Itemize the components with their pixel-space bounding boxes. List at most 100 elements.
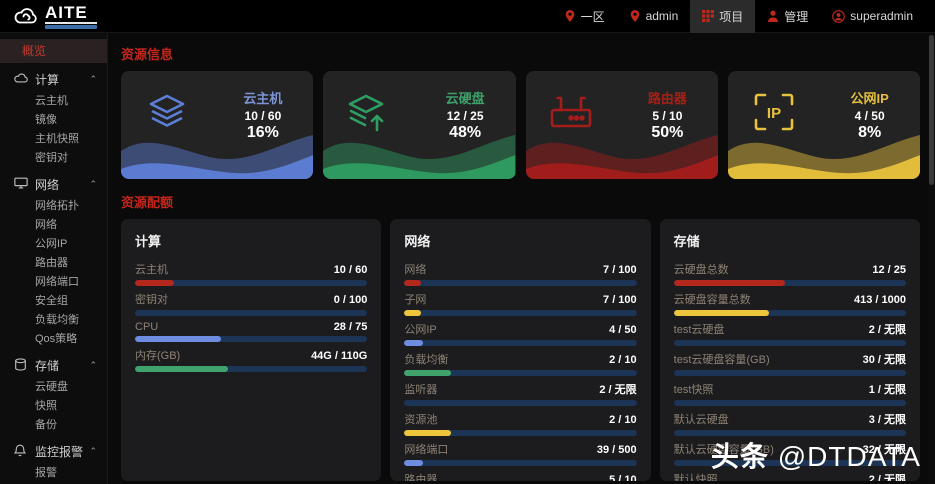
quota-row-CPU: CPU 28 / 75 [135, 321, 368, 342]
chevron-up-icon: ⌃ [89, 73, 97, 84]
sidebar-item-报警[interactable]: 报警 [35, 467, 57, 479]
quota-value: 2 / 10 [609, 354, 637, 366]
top-item-zone[interactable]: 一区 [552, 0, 617, 33]
section-title-resource-quota: 资源配额 [121, 195, 174, 210]
sidebar-section-network[interactable]: 网络 ⌃ [0, 171, 107, 197]
quota-bar-track [404, 400, 637, 406]
quota-value: 30 / 无限 [862, 354, 906, 366]
card-percent: 16% [246, 124, 279, 141]
sidebar-section-compute[interactable]: 计算 ⌃ [0, 66, 107, 92]
quota-label: 网络 [404, 264, 427, 276]
quota-value: 7 / 100 [603, 264, 637, 276]
router-icon [526, 88, 618, 142]
quota-panel-title: 计算 [135, 234, 162, 249]
scrollbar-thumb[interactable] [929, 35, 934, 185]
sidebar-item-网络[interactable]: 网络 [35, 219, 57, 231]
quota-bar-track [673, 340, 906, 346]
sidebar-item-overview[interactable]: 概览 [0, 39, 107, 63]
quota-label: test云硬盘 [673, 324, 725, 336]
quota-value: 2 / 无限 [868, 474, 906, 481]
resource-card-路由器: 路由器 5 / 10 50% [525, 71, 718, 179]
sidebar-item-网络拓扑[interactable]: 网络拓扑 [35, 200, 79, 212]
quota-label: 密钥对 [135, 294, 168, 306]
quota-row-路由器: 路由器 5 / 10 [404, 471, 636, 481]
quota-value: 4 / 50 [609, 324, 637, 336]
quota-panels: 计算 云主机 10 / 60 密钥对 0 / 100 CPU 28 / 75 [121, 219, 920, 481]
svg-text:IP: IP [766, 105, 780, 122]
resource-card-公网IP: IP 公网IP 4 / 50 8% [727, 71, 920, 179]
sidebar: 概览 计算 ⌃ 云主机镜像主机快照密钥对网络 ⌃ 网络拓扑网络公网IP 路由器网络端口安全… [0, 33, 108, 484]
quota-value: 413 / 1000 [853, 294, 906, 306]
sidebar-item-密钥对[interactable]: 密钥对 [35, 152, 68, 164]
card-usage: 12 / 25 [446, 109, 484, 123]
sidebar-item-镜像[interactable]: 镜像 [35, 114, 57, 126]
sidebar-item-云硬盘[interactable]: 云硬盘 [35, 381, 68, 393]
sidebar-section-storage[interactable]: 存储 ⌃ [0, 352, 107, 378]
sidebar-item-备份[interactable]: 备份 [35, 419, 57, 431]
quota-bar-track [673, 280, 906, 286]
sidebar-section-monitor-alarm[interactable]: 监控报警 ⌃ [0, 438, 107, 464]
quota-row-默认云硬盘: 默认云硬盘 3 / 无限 [673, 411, 906, 436]
sidebar-item-网络端口[interactable]: 网络端口 [35, 276, 79, 288]
quota-label: 负载均衡 [404, 354, 449, 366]
quota-label: 路由器 [404, 474, 438, 481]
card-title: 路由器 [647, 91, 687, 106]
section-title-resource-info: 资源信息 [121, 47, 174, 62]
sidebar-item-路由器[interactable]: 路由器 [35, 257, 68, 269]
quota-value: 12 / 25 [872, 264, 906, 276]
quota-row-资源池: 资源池 2 / 10 [404, 411, 637, 436]
sidebar-item-云主机[interactable]: 云主机 [35, 95, 68, 107]
quota-label: 网络端口 [404, 444, 449, 456]
resource-cards: 云主机 10 / 60 16% 云硬盘 12 / 25 48% [121, 71, 920, 179]
sidebar-item-公网IP[interactable]: 公网IP [35, 238, 68, 250]
sidebar-item-主机快照[interactable]: 主机快照 [35, 133, 79, 145]
quota-bar-fill [673, 310, 769, 316]
top-item-label: 项目 [719, 9, 744, 24]
top-item-project[interactable]: 项目 [690, 0, 756, 33]
quota-bar-fill [135, 366, 228, 372]
chevron-up-icon: ⌃ [89, 178, 97, 189]
cloud-icon [14, 72, 28, 86]
quota-bar-track [673, 430, 906, 436]
quota-bar-track [404, 430, 637, 436]
quota-value: 2 / 无限 [868, 324, 906, 336]
sidebar-item-Qos策略[interactable]: Qos策略 [35, 333, 78, 345]
quota-row-默认云硬盘容量(GB): 默认云硬盘容量(GB) 32 / 无限 [673, 441, 906, 466]
resource-card-云硬盘: 云硬盘 12 / 25 48% [323, 71, 516, 179]
chevron-up-icon: ⌃ [89, 445, 97, 456]
top-item-label: 一区 [580, 9, 605, 24]
sidebar-item-负载均衡[interactable]: 负载均衡 [35, 314, 79, 326]
quota-value: 32 / 无限 [862, 444, 906, 456]
quota-row-test云硬盘: test云硬盘 2 / 无限 [673, 321, 906, 346]
top-item-user[interactable]: admin [617, 0, 691, 33]
sidebar-section-label: 监控报警 [35, 444, 84, 459]
top-item-manage[interactable]: 管理 [755, 0, 820, 33]
chevron-up-icon: ⌃ [89, 359, 97, 370]
top-nav: 一区 admin 项目 管理 superadmin [552, 0, 925, 33]
top-item-account[interactable]: superadmin [820, 0, 925, 33]
watermark: 头条 @DTDATA [711, 435, 921, 475]
logo[interactable]: AITE [0, 3, 97, 29]
pin-icon [564, 9, 576, 23]
watermark-text: @DTDATA [777, 441, 921, 472]
sidebar-item-安全组[interactable]: 安全组 [35, 295, 68, 307]
quota-bar-fill [404, 430, 451, 436]
quota-value: 7 / 100 [603, 294, 637, 306]
card-usage: 5 / 10 [652, 109, 683, 123]
scrollbar[interactable] [928, 33, 935, 484]
quota-bar-fill [404, 280, 421, 286]
ip-icon: IP [728, 88, 820, 142]
quota-panel-网络: 网络 网络 7 / 100 子网 7 / 100 公网IP 4 / 50 [390, 219, 651, 481]
quota-value: 39 / 500 [596, 444, 637, 456]
quota-bar-fill [404, 460, 423, 466]
card-usage: 10 / 60 [244, 109, 282, 123]
quota-row-test快照: test快照 1 / 无限 [673, 381, 906, 406]
card-percent: 8% [858, 124, 882, 141]
quota-label: test云硬盘容量(GB) [673, 354, 770, 366]
quota-bar-track [135, 366, 368, 372]
top-item-label: admin [645, 9, 679, 23]
quota-row-内存(GB): 内存(GB) 44G / 110G [135, 347, 368, 372]
sidebar-item-快照[interactable]: 快照 [35, 400, 57, 412]
quota-label: 资源池 [404, 414, 438, 426]
quota-bar-track [673, 370, 906, 376]
